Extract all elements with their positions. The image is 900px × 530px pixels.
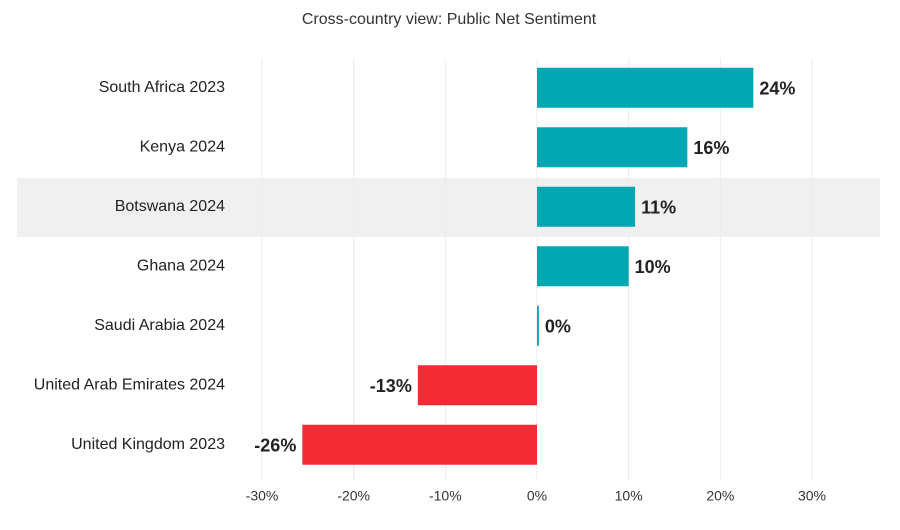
- category-label: United Kingdom 2023: [71, 436, 225, 453]
- x-tick-label: -30%: [246, 488, 279, 504]
- x-tick-label: 20%: [706, 488, 734, 504]
- category-label: Ghana 2024: [137, 257, 225, 274]
- value-label: 16%: [693, 138, 729, 158]
- bar: [537, 305, 539, 346]
- category-label: Saudi Arabia 2024: [94, 317, 225, 334]
- value-label: -26%: [254, 436, 296, 456]
- row-highlight: [17, 178, 880, 237]
- bar: [537, 67, 754, 108]
- category-label: United Arab Emirates 2024: [34, 376, 225, 393]
- value-label: 10%: [635, 257, 671, 277]
- bar: [417, 365, 537, 406]
- value-label: 11%: [641, 198, 676, 218]
- category-label: South Africa 2023: [99, 79, 225, 96]
- bar: [537, 127, 688, 168]
- x-tick-label: 0%: [527, 488, 547, 504]
- value-label: -13%: [370, 376, 412, 396]
- category-label: Botswana 2024: [115, 198, 225, 215]
- bar: [302, 424, 537, 465]
- value-label: 0%: [545, 317, 571, 337]
- x-tick-label: 30%: [798, 488, 826, 504]
- x-tick-label: -10%: [429, 488, 462, 504]
- category-label: Kenya 2024: [140, 138, 226, 155]
- bar: [537, 246, 629, 287]
- chart-title: Cross-country view: Public Net Sentiment: [302, 11, 597, 28]
- x-tick-label: 10%: [615, 488, 643, 504]
- bar: [537, 186, 636, 227]
- value-label: 24%: [759, 79, 795, 99]
- x-tick-label: -20%: [337, 488, 370, 504]
